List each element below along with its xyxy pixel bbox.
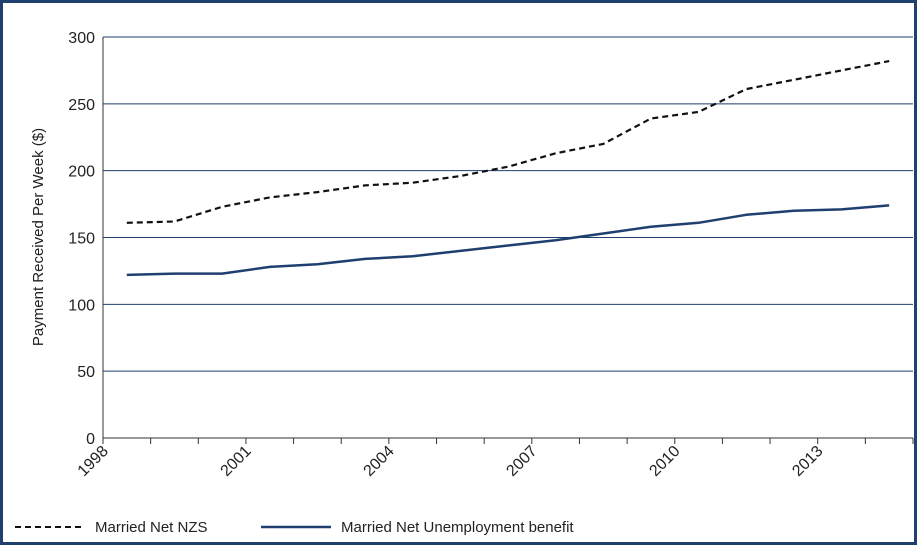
x-tick-label: 2001 bbox=[218, 443, 255, 480]
axis-layer: 0 50 100 150 200 250 300 1998 2001 2004 2007 2010 20… bbox=[68, 30, 914, 480]
x-tick-label: 2013 bbox=[789, 443, 826, 480]
series-line-1 bbox=[126, 204, 890, 277]
y-tick-label: 100 bbox=[68, 297, 95, 314]
legend-label-married-net-nzs: Married Net NZS bbox=[95, 519, 208, 536]
x-tick-label: 2004 bbox=[361, 443, 398, 480]
y-tick-label: 250 bbox=[68, 97, 95, 114]
y-axis-title: Payment Received Per Week ($) bbox=[30, 128, 47, 346]
y-tick-label: 200 bbox=[68, 164, 95, 181]
y-tick-label: 150 bbox=[68, 231, 95, 248]
series-layer bbox=[126, 60, 890, 277]
y-tick-label: 50 bbox=[77, 364, 95, 381]
x-tick-label: 1998 bbox=[75, 443, 112, 480]
series-line-0 bbox=[126, 60, 890, 224]
grid-layer bbox=[103, 36, 913, 372]
legend-label-married-net-unemployment-benefit: Married Net Unemployment benefit bbox=[341, 519, 574, 536]
chart-svg: 0 50 100 150 200 250 300 1998 2001 2004 2007 2010 20… bbox=[15, 30, 914, 536]
x-tick-label: 2010 bbox=[646, 443, 683, 480]
y-tick-label: 300 bbox=[68, 30, 95, 47]
y-tick-label: 0 bbox=[86, 431, 95, 448]
x-tick-label: 2007 bbox=[503, 443, 540, 480]
legend: Married Net NZS Married Net Unemployment… bbox=[15, 519, 574, 536]
